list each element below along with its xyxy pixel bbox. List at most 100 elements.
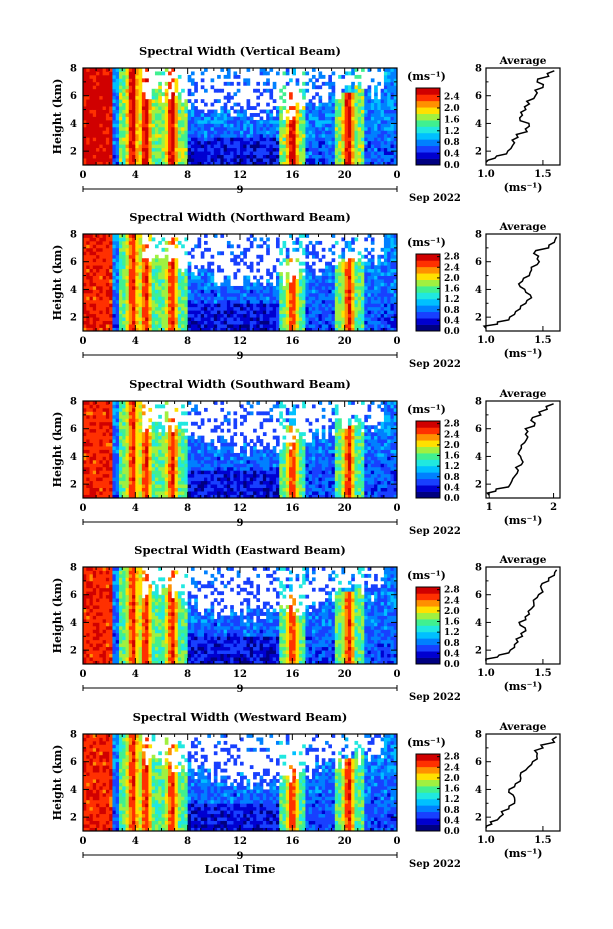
- heatmap-cell: [128, 272, 133, 276]
- heatmap-cell: [230, 317, 234, 321]
- heatmap-cell: [380, 88, 385, 93]
- heatmap-cell: [158, 71, 162, 76]
- heatmap-cell: [374, 102, 378, 107]
- heatmap-cell: [289, 158, 293, 162]
- heatmap-cell: [393, 275, 398, 280]
- heatmap-cell: [374, 154, 378, 159]
- heatmap-cell: [187, 88, 192, 93]
- heatmap-cell: [266, 324, 270, 328]
- heatmap-cell: [109, 258, 113, 263]
- heatmap-cell: [145, 68, 149, 72]
- heatmap-cell: [115, 92, 120, 97]
- colorbar-segment: [416, 298, 440, 306]
- heatmap-cell: [92, 442, 97, 447]
- heatmap-cell: [96, 401, 100, 405]
- heatmap-cell: [351, 285, 355, 290]
- heatmap-cell: [380, 123, 385, 128]
- heatmap-cell: [393, 313, 398, 318]
- heatmap-cell: [109, 442, 113, 447]
- heatmap-cell: [177, 324, 182, 328]
- heatmap-cell: [151, 106, 156, 110]
- heatmap-cell: [370, 320, 375, 325]
- heatmap-cell: [272, 268, 277, 273]
- heatmap-cell: [132, 435, 136, 440]
- heatmap-cell: [171, 320, 175, 325]
- heatmap-cell: [177, 140, 182, 145]
- heatmap-cell: [184, 99, 189, 104]
- heatmap-cell: [190, 113, 195, 117]
- heatmap-cell: [158, 310, 162, 315]
- heatmap-cell: [331, 299, 336, 304]
- heatmap-cell: [89, 99, 94, 104]
- heatmap-cell: [240, 317, 244, 321]
- heatmap-cell: [357, 320, 362, 325]
- heatmap-cell: [200, 285, 205, 290]
- heatmap-cell: [190, 81, 195, 86]
- heatmap-cell: [122, 85, 126, 90]
- heatmap-cell: [236, 161, 241, 166]
- heatmap-cell: [158, 109, 162, 114]
- heatmap-cell: [220, 296, 225, 301]
- heatmap-cell: [279, 272, 283, 276]
- heatmap-cell: [311, 279, 316, 283]
- heatmap-cell: [109, 327, 113, 332]
- heatmap-cell: [105, 71, 110, 76]
- heatmap-cell: [243, 113, 247, 117]
- heatmap-cell: [141, 327, 146, 332]
- heatmap-cell: [171, 285, 175, 290]
- heatmap-cell: [174, 154, 179, 159]
- heatmap-cell: [154, 327, 159, 332]
- heatmap-cell: [89, 313, 94, 318]
- heatmap-cell: [115, 119, 120, 124]
- heatmap-cell: [289, 234, 293, 238]
- heatmap-cell: [194, 85, 198, 90]
- heatmap-cell: [383, 137, 388, 142]
- heatmap-cell: [354, 313, 359, 318]
- heatmap-cell: [89, 81, 94, 86]
- heatmap-cell: [259, 237, 264, 242]
- heatmap-cell: [164, 265, 169, 270]
- heatmap-cell: [118, 251, 123, 256]
- heatmap-cell: [246, 296, 251, 301]
- heatmap-cell: [302, 251, 306, 256]
- heatmap-cell: [125, 258, 130, 263]
- heatmap-cell: [347, 247, 352, 252]
- heatmap-cell: [96, 68, 100, 72]
- heatmap-cell: [308, 279, 313, 283]
- heatmap-cell: [282, 123, 287, 128]
- heatmap-cell: [213, 130, 218, 135]
- heatmap-cell: [213, 99, 218, 104]
- heatmap-cell: [354, 116, 359, 121]
- heatmap-cell: [246, 99, 251, 104]
- heatmap-cell: [374, 113, 378, 117]
- heatmap-cell: [105, 144, 110, 149]
- heatmap-cell: [158, 313, 162, 318]
- heatmap-cell: [249, 285, 254, 290]
- heatmap-cell: [115, 147, 120, 152]
- heatmap-cell: [148, 282, 153, 287]
- heatmap-cell: [243, 261, 247, 266]
- heatmap-cell: [220, 327, 225, 332]
- heatmap-cell: [132, 147, 136, 152]
- heatmap-cell: [132, 303, 136, 308]
- heatmap-cell: [92, 418, 97, 423]
- heatmap-cell: [83, 425, 87, 430]
- heatmap-cell: [151, 261, 156, 266]
- heatmap-cell: [266, 133, 270, 138]
- heatmap-cell: [302, 261, 306, 266]
- heatmap-cell: [377, 324, 382, 328]
- heatmap-cell: [259, 119, 264, 124]
- heatmap-cell: [347, 130, 352, 135]
- heatmap-cell: [295, 133, 300, 138]
- heatmap-cell: [285, 313, 290, 318]
- heatmap-cell: [138, 102, 143, 107]
- heatmap-cell: [200, 140, 205, 145]
- heatmap-cell: [236, 119, 241, 124]
- heatmap-cell: [148, 320, 153, 325]
- heatmap-cell: [92, 439, 97, 443]
- heatmap-cell: [325, 275, 329, 280]
- heatmap-cell: [269, 88, 274, 93]
- heatmap-cell: [200, 265, 205, 270]
- heatmap-cell: [200, 299, 205, 304]
- heatmap-cell: [315, 317, 319, 321]
